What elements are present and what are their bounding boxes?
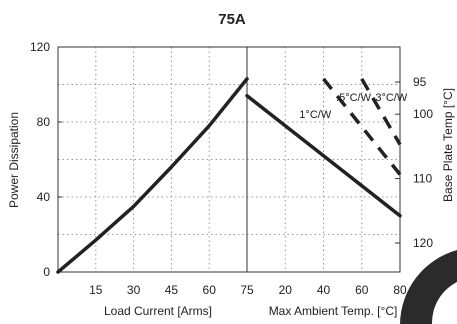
series <box>56 77 402 274</box>
right-x-tick-label: 60 <box>355 283 369 297</box>
power-curve <box>56 77 249 274</box>
series-label-1: .5°C/W <box>336 92 372 104</box>
right-y-ticks: 95 100 110 120 <box>395 75 433 250</box>
left-x-tick-label: 45 <box>165 283 179 297</box>
series-label-2: .3°C/W <box>372 92 408 104</box>
y-axis-label: Power Dissipation <box>7 112 21 208</box>
y-tick-label: 0 <box>43 265 50 279</box>
right-x-ticks: 20 40 60 80 <box>279 283 407 297</box>
series-label-0: 1°C/W <box>299 109 332 121</box>
series-labels: 1°C/W .5°C/W .3°C/W <box>299 92 408 121</box>
y-tick-label: 80 <box>37 115 51 129</box>
right-x-tick-label: 80 <box>393 283 407 297</box>
corner-arc-decoration <box>400 250 457 324</box>
right-y-tick-label: 110 <box>413 172 432 186</box>
right-x-axis-label: Max Ambient Temp. [°C] <box>269 304 398 318</box>
right-y-tick-label: 95 <box>413 75 427 89</box>
plot-frame <box>57 46 401 273</box>
right-x-tick-label: 40 <box>317 283 331 297</box>
left-y-ticks: 0 40 80 120 <box>30 40 62 279</box>
right-y-axis-label: Base Plate Temp [°C] <box>441 88 455 202</box>
right-y-tick-label: 100 <box>413 107 433 121</box>
right-x-tick-label: 20 <box>279 283 293 297</box>
series-line-0 <box>245 94 402 218</box>
y-tick-label: 120 <box>30 40 50 54</box>
left-x-tick-label: 15 <box>89 283 103 297</box>
right-y-tick-label: 120 <box>413 236 433 250</box>
left-x-ticks: 15 30 45 60 75 <box>89 283 254 297</box>
chart-title: 75A <box>218 11 246 28</box>
left-x-tick-label: 60 <box>203 283 217 297</box>
y-tick-label: 40 <box>37 190 51 204</box>
left-x-axis-label: Load Current [Arms] <box>104 304 212 318</box>
series-line-2 <box>360 77 402 146</box>
grid <box>58 47 400 272</box>
left-x-tick-label: 30 <box>127 283 141 297</box>
left-x-tick-label: 75 <box>240 283 254 297</box>
